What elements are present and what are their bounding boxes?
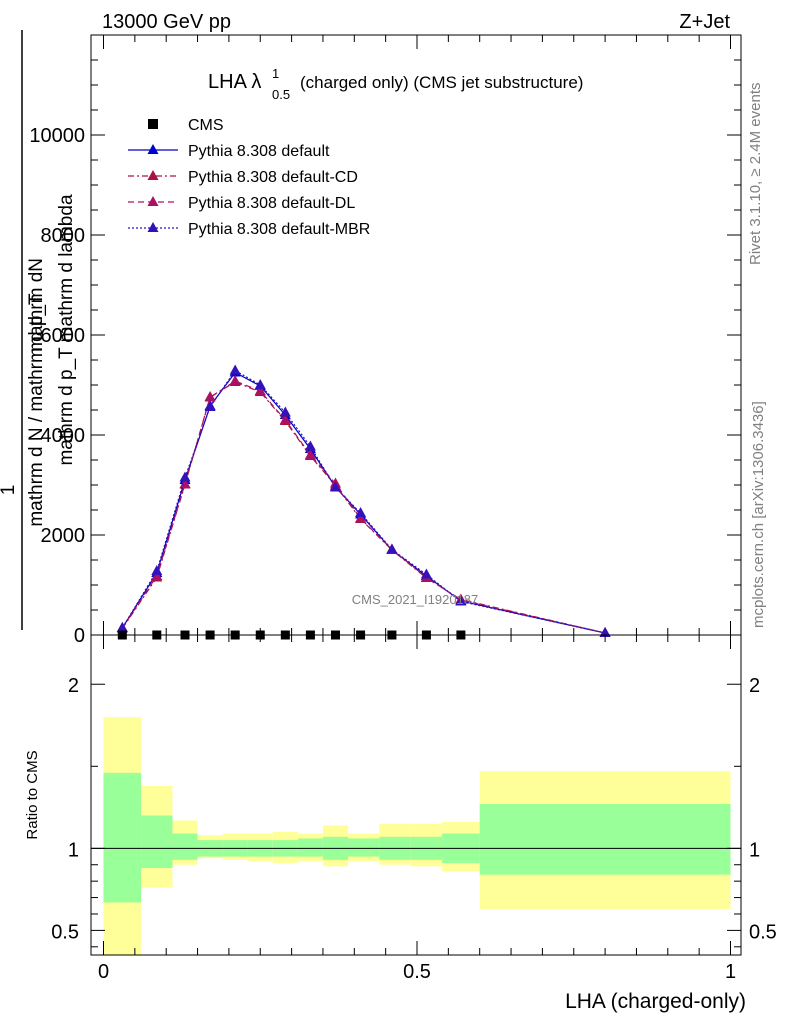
main-y-tick-label: 8000: [41, 225, 86, 247]
main-y-tick-label: 6000: [41, 325, 86, 347]
title-rest: (charged only) (CMS jet substructure): [300, 73, 583, 92]
rivet-label: Rivet 3.1.10, ≥ 2.4M events: [747, 83, 764, 266]
analysis-watermark: CMS_2021_I1920187: [352, 592, 479, 607]
ratio-frame: [90, 634, 742, 956]
ratio-x-tick-label: 1: [725, 961, 736, 983]
band-inner: [479, 804, 731, 875]
series-point-default_mbr: [304, 440, 316, 451]
uncertainty-bands: [103, 717, 731, 955]
series-point-default_mbr: [455, 595, 467, 606]
title-superscript: 1: [272, 66, 279, 81]
main-y-label: mathrm dN mathrm d p_T mathrm d lambda 1…: [0, 30, 77, 630]
series-point-default_mbr: [386, 543, 398, 554]
title-subscript: 0.5: [272, 87, 290, 102]
main-y-tick-label: 2000: [41, 525, 86, 547]
title-main: LHA λ: [208, 71, 261, 93]
series-point-default_dl: [279, 414, 291, 424]
ratio-y-tick-label-right: 2: [749, 675, 760, 697]
mcplots-label: mcplots.cern.ch [arXiv:1306.3436]: [750, 401, 767, 628]
x-axis-label: LHA (charged-only): [565, 990, 746, 1013]
y-label-prefactor-den: mathrm d N / mathrm d p_T: [26, 293, 47, 527]
main-y-tick-label: 4000: [41, 425, 86, 447]
series-point-default_mbr: [179, 471, 191, 482]
main-y-tick-label: 10000: [29, 125, 85, 147]
series-point-default_mbr: [279, 406, 291, 417]
series-point-default_dl: [229, 375, 241, 385]
series-line-default_mbr: [121, 369, 606, 634]
series-point-default_mbr: [420, 568, 432, 579]
ratio-y-axis: 0.5 0.5 1 1 2 2: [51, 675, 777, 948]
band-inner: [172, 833, 198, 860]
legend-marker-cms: [148, 119, 158, 129]
ratio-y-label-wrap: Ratio to CMS: [24, 750, 41, 839]
series-line-default_dl: [121, 380, 606, 634]
mcplots-label-wrap: mcplots.cern.ch [arXiv:1306.3436]: [750, 401, 767, 628]
series-point-default_mbr: [116, 622, 128, 632]
header-right-label: Z+Jet: [679, 11, 730, 33]
legend-label: Pythia 8.308 default: [188, 143, 330, 160]
header-left-label: 13000 GeV pp: [102, 11, 231, 33]
legend: CMS Pythia 8.308 default Pythia 8.308 defa…: [128, 117, 370, 238]
legend-marker-default: [147, 144, 159, 154]
y-label-prefactor: 1: [0, 485, 19, 496]
chart-title: LHA λ: [208, 71, 261, 93]
ratio-y-tick-label: 2: [68, 675, 79, 697]
legend-label: Pythia 8.308 default-MBR: [188, 221, 370, 238]
legend-marker-default_cd: [147, 170, 159, 180]
y-label-denominator: mathrm d p_T mathrm d lambda: [56, 194, 77, 465]
series-point-default_dl: [179, 478, 191, 488]
ratio-y-label: Ratio to CMS: [24, 750, 41, 839]
band-inner: [103, 772, 142, 903]
ratio-y-tick-label: 0.5: [51, 921, 79, 943]
series-point-default_mbr: [229, 364, 241, 375]
series-point-default_dl: [355, 512, 367, 523]
ratio-y-tick-label-right: 1: [749, 839, 760, 861]
legend-label: Pythia 8.308 default-DL: [188, 195, 355, 212]
legend-label: CMS: [188, 117, 224, 134]
main-y-tick-label: 0: [74, 625, 85, 647]
band-inner: [141, 815, 173, 869]
ratio-y-tick-label-right: 0.5: [749, 921, 777, 943]
ratio-x-tick-label: 0.5: [403, 961, 431, 983]
series-point-default_mbr: [329, 481, 341, 492]
band-inner: [297, 838, 323, 857]
rivet-label-wrap: Rivet 3.1.10, ≥ 2.4M events: [747, 83, 764, 266]
main-y-axis: 0 2000 4000 6000 8000 10000: [29, 59, 741, 647]
ratio-x-axis: 0 0.5 1: [98, 635, 736, 983]
series-point-default_mbr: [151, 565, 163, 575]
series-point-default_mbr: [355, 507, 367, 517]
ratio-x-tick-label: 0: [98, 961, 109, 983]
legend-label: Pythia 8.308 default-CD: [188, 169, 358, 186]
ratio-y-tick-label: 1: [68, 839, 79, 861]
y-label-numerator: mathrm dN: [26, 258, 47, 352]
legend-marker-default_mbr: [147, 222, 159, 232]
series-point-default_dl: [204, 391, 216, 402]
series-point-default_dl: [304, 449, 316, 459]
series-point-default_mbr: [204, 401, 216, 411]
ratio-panel: 0.5 0.51 12 2 0 0.5 1 Ratio to CMS LHA (charg…: [24, 634, 777, 1013]
legend-marker-default_dl: [147, 196, 159, 206]
main-x-ticks: [103, 35, 731, 635]
main-panel: 0 2000 4000 6000 8000 10000 CMS_2021_I1920187…: [0, 30, 742, 647]
band-inner: [348, 838, 380, 857]
series-point-default_mbr: [254, 379, 266, 389]
series-point-default_dl: [254, 385, 266, 395]
